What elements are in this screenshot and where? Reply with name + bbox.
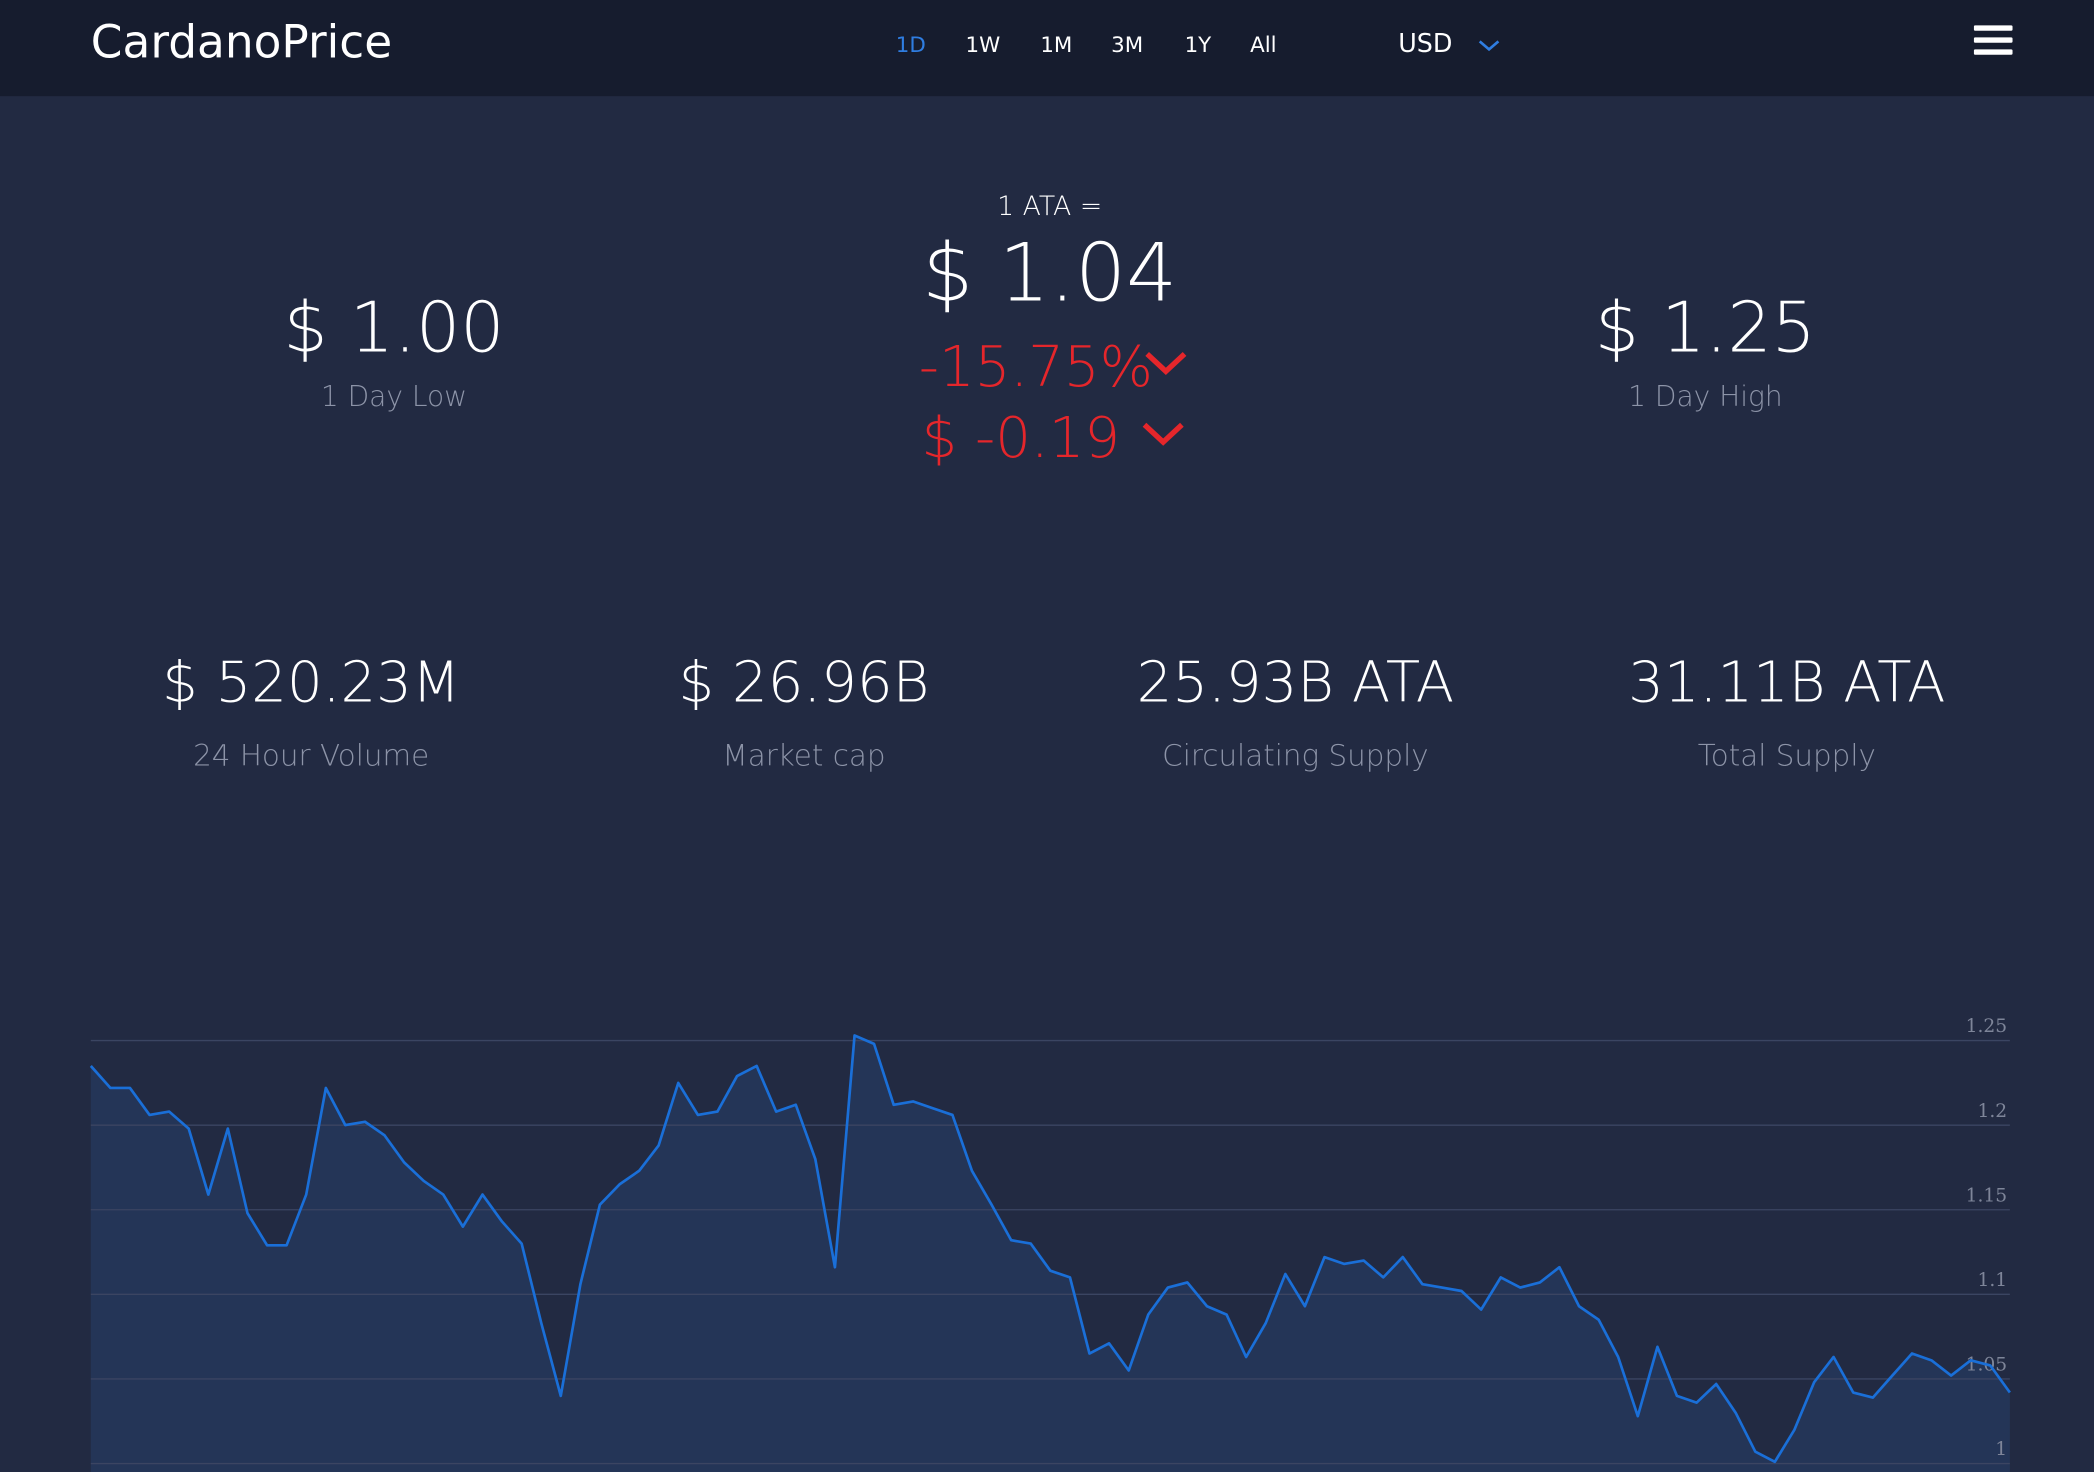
current-price: $ 1.04 bbox=[922, 227, 1178, 321]
stat-label: 24 Hour Volume bbox=[193, 740, 430, 774]
stat-label: Total Supply bbox=[1697, 740, 1876, 774]
price-unit: 1 ATA = bbox=[997, 189, 1103, 222]
day-low-label: 1 Day Low bbox=[320, 380, 468, 413]
logo[interactable]: CardanoPrice bbox=[90, 16, 393, 70]
area-fill bbox=[90, 1035, 2010, 1472]
range-tab[interactable]: 1W bbox=[965, 32, 1001, 58]
down-chevron bbox=[1145, 352, 1187, 375]
currency-select[interactable]: USD bbox=[1398, 29, 1453, 59]
range-tab[interactable]: 3M bbox=[1111, 32, 1144, 58]
range-tab[interactable]: 1D bbox=[895, 32, 926, 58]
day-high: $ 1.25 bbox=[1594, 288, 1816, 369]
y-tick-label: 1.15 bbox=[1966, 1185, 2008, 1206]
range-tab[interactable]: All bbox=[1250, 32, 1277, 58]
stat-value: 31.11B ATA bbox=[1628, 649, 1946, 715]
header: CardanoPrice 1D 1W 1M 3M 1Y All USD bbox=[0, 0, 2094, 97]
y-tick-label: 1 bbox=[1995, 1439, 2007, 1460]
range-tab[interactable]: 1Y bbox=[1184, 32, 1212, 58]
down-chevron bbox=[1142, 422, 1184, 446]
stat-value: 25.93B ATA bbox=[1136, 649, 1455, 715]
y-tick-label: 1.1 bbox=[1977, 1270, 2007, 1291]
change-percent: -15.75% bbox=[918, 333, 1153, 400]
stat-value: $ 26.96B bbox=[678, 649, 930, 715]
y-tick-label: 1.25 bbox=[1966, 1016, 2008, 1037]
stat-label: Market cap bbox=[722, 740, 886, 774]
price-line bbox=[89, 1034, 2011, 1464]
day-high-label: 1 Day High bbox=[1628, 380, 1783, 413]
price-chart: 11.051.11.151.21.25 bbox=[89, 1016, 2011, 1472]
change-amount: $ -0.19 bbox=[921, 404, 1121, 471]
day-low: $ 1.00 bbox=[283, 288, 505, 369]
menu-button[interactable] bbox=[1973, 24, 2014, 59]
stat-value: $ 520.23M bbox=[162, 649, 461, 715]
range-tab[interactable]: 1M bbox=[1040, 32, 1073, 58]
y-tick-label: 1.2 bbox=[1977, 1101, 2007, 1122]
currency-chevron[interactable] bbox=[1477, 37, 1501, 53]
stat-label: Circulating Supply bbox=[1162, 740, 1429, 774]
